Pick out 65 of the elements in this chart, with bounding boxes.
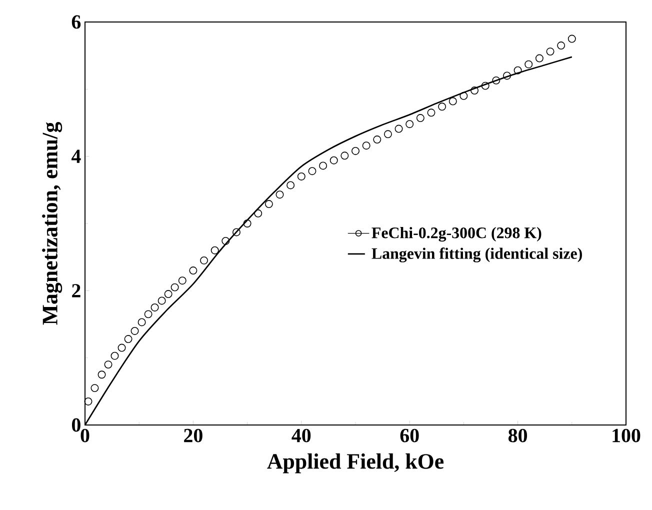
point	[514, 66, 522, 74]
point	[124, 335, 132, 344]
point	[330, 156, 338, 164]
point	[98, 370, 106, 379]
x-axis-title: Applied Field, kOe	[267, 453, 444, 474]
point	[158, 296, 166, 305]
point	[492, 76, 500, 84]
x-tick-label: 80	[508, 428, 528, 442]
point	[546, 48, 554, 56]
y-axis-title: Magnetization, emu/g	[42, 122, 62, 325]
point	[416, 114, 424, 122]
legend-label: Langevin fitting (identical size)	[372, 248, 582, 262]
point	[535, 54, 544, 62]
point	[118, 344, 126, 352]
point	[276, 190, 284, 199]
point	[210, 246, 219, 254]
point	[84, 398, 92, 406]
point	[308, 167, 316, 176]
point	[138, 318, 146, 326]
x-tick-label: 0	[80, 428, 90, 442]
x-tick-label: 40	[292, 428, 311, 442]
point	[254, 209, 262, 218]
point	[178, 276, 186, 285]
point	[524, 60, 533, 68]
x-tick-label: 20	[184, 428, 202, 442]
point	[503, 72, 511, 80]
point	[90, 384, 99, 392]
point	[427, 108, 436, 117]
point	[104, 360, 112, 369]
y-tick-label: 6	[72, 15, 81, 29]
point	[110, 352, 119, 360]
point	[130, 326, 139, 335]
point	[340, 152, 349, 160]
point	[243, 220, 252, 228]
point	[286, 181, 295, 190]
point	[362, 142, 370, 150]
point	[170, 283, 179, 292]
point	[264, 200, 273, 208]
point	[384, 130, 392, 138]
point	[460, 92, 468, 100]
point	[470, 86, 479, 94]
point	[164, 290, 172, 298]
point	[406, 120, 414, 128]
x-tick-label: 60	[400, 428, 419, 442]
point	[319, 162, 328, 170]
point	[481, 82, 490, 90]
point	[557, 42, 566, 50]
point	[568, 34, 576, 43]
point	[189, 266, 198, 274]
y-tick-label: 4	[71, 150, 81, 163]
point	[144, 310, 152, 318]
y-tick-label: 0	[72, 418, 80, 432]
point	[232, 228, 240, 236]
legend-label: FeChi-0.2g-300C (298 K)	[372, 227, 542, 242]
point	[394, 124, 403, 133]
point	[297, 172, 306, 180]
point	[373, 136, 382, 144]
point	[222, 236, 230, 245]
point	[352, 146, 360, 155]
point	[200, 256, 208, 264]
point	[448, 97, 457, 106]
y-tick-label: 2	[72, 284, 80, 298]
x-tick-label: 100	[612, 428, 640, 442]
point	[438, 102, 446, 111]
point	[150, 303, 159, 312]
